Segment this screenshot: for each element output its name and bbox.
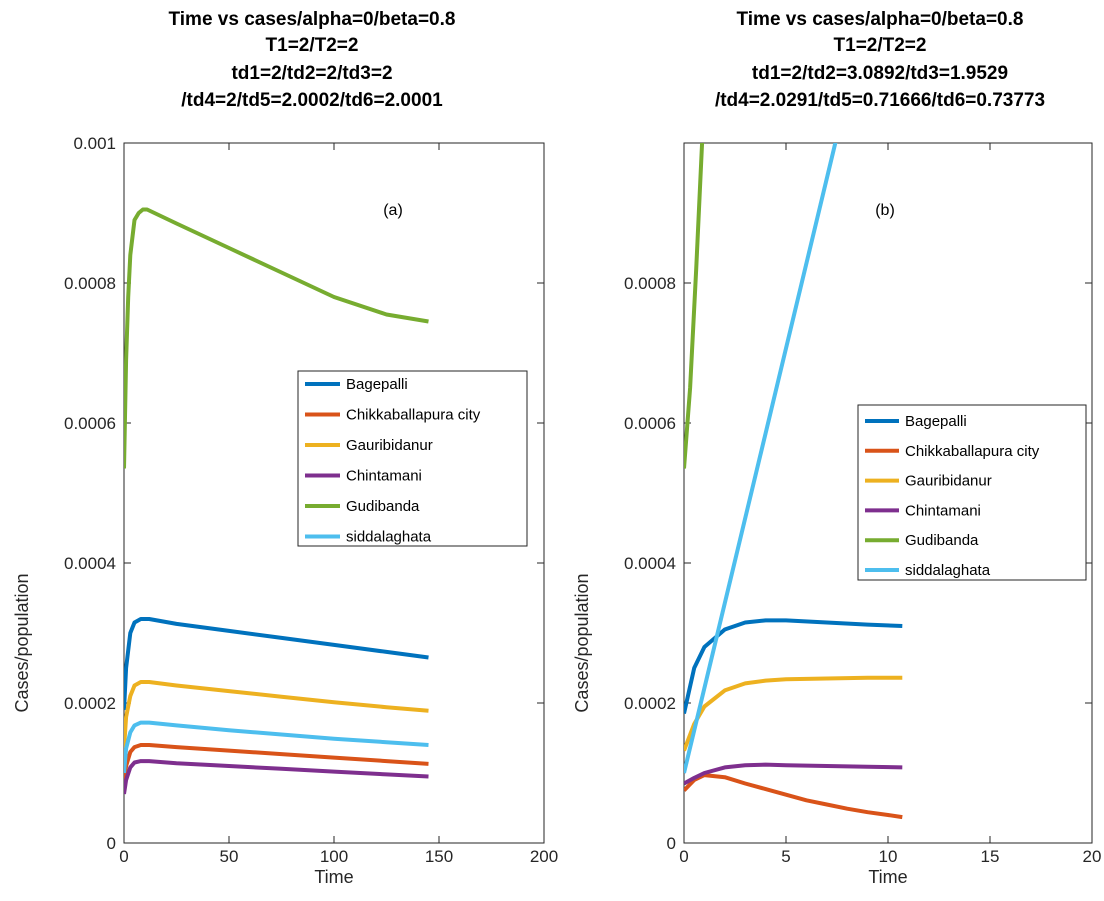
x-tick-label: 10 [879,847,898,866]
x-axis-label: Time [868,867,907,887]
legend-label: Gudibanda [905,532,979,549]
x-tick-label: 200 [530,847,558,866]
chart-title-line: td1=2/td2=2/td3=2 [231,63,392,84]
series-line-siddalaghata [684,143,838,774]
chart-title-line: /td4=2.0291/td5=0.71666/td6=0.73773 [715,90,1045,111]
y-tick-label: 0.0006 [64,414,116,433]
y-tick-label: 0 [107,834,116,853]
series-line-chintamani [124,759,429,795]
series-line-bagepalli [684,618,903,714]
x-tick-label: 150 [425,847,453,866]
series-line-gudibanda [124,207,429,469]
panel-annotation: (b) [875,202,895,219]
x-tick-label: 50 [220,847,239,866]
x-tick-label: 0 [679,847,688,866]
series-line-bagepalli [124,617,429,711]
legend-label: Chintamani [346,468,422,485]
chart-panel-b: Time vs cases/alpha=0/beta=0.8 T1=2/T2=2 t… [572,9,1101,887]
legend-label: Bagepalli [346,376,408,393]
y-tick-label: 0.0004 [64,554,116,573]
chart-panel-a: Time vs cases/alpha=0/beta=0.8 T1=2/T2=2 t… [12,9,558,887]
legend-box [857,404,1087,581]
legend-label: Chintamani [905,502,981,519]
chart-title-line: T1=2/T2=2 [834,35,927,56]
legend-label: siddalaghata [346,529,432,546]
series-group [124,207,429,795]
chart-title-line: Time vs cases/alpha=0/beta=0.8 [169,9,456,30]
series-line-gauribidanur [124,680,429,749]
series-line-chikkaballapura-city [124,743,429,784]
legend-label: Gudibanda [346,498,420,515]
legend-label: Chikkaballapura city [905,443,1040,460]
series-group [684,143,903,820]
panel-annotation: (a) [383,202,403,219]
legend-label: Gauribidanur [346,437,433,454]
x-tick-label: 15 [981,847,1000,866]
y-tick-label: 0.0002 [64,694,116,713]
y-tick-label: 0 [667,834,676,853]
x-tick-label: 0 [119,847,128,866]
series-line-siddalaghata [124,720,429,774]
y-tick-label: 0.0006 [624,414,676,433]
legend: Bagepalli Chikkaballapura city Gauribidanu… [297,370,528,547]
x-tick-label: 20 [1083,847,1102,866]
y-tick-label: 0.0008 [624,274,676,293]
chart-title-line: Time vs cases/alpha=0/beta=0.8 [737,9,1024,30]
series-line-gudibanda [684,143,705,469]
y-axis-label: Cases/population [572,573,592,712]
y-axis-label: Cases/population [12,573,32,712]
chart-title-line: td1=2/td2=3.0892/td3=1.9529 [752,63,1008,84]
y-tick-label: 0.0008 [64,274,116,293]
legend-label: Bagepalli [905,413,967,430]
x-tick-label: 5 [781,847,790,866]
series-line-chintamani [684,762,903,786]
y-tick-label: 0.0002 [624,694,676,713]
legend-box [297,370,528,547]
chart-title-line: T1=2/T2=2 [266,35,359,56]
legend-label: Gauribidanur [905,473,992,490]
legend-label: siddalaghata [905,562,991,579]
legend-label: Chikkaballapura city [346,407,481,424]
y-tick-label: 0.001 [73,134,116,153]
x-tick-label: 100 [320,847,348,866]
y-tick-label: 0.0004 [624,554,676,573]
x-axis-label: Time [314,867,353,887]
legend: Bagepalli Chikkaballapura city Gauribidanu… [857,404,1087,581]
chart-title-line: /td4=2/td5=2.0002/td6=2.0001 [181,90,443,111]
